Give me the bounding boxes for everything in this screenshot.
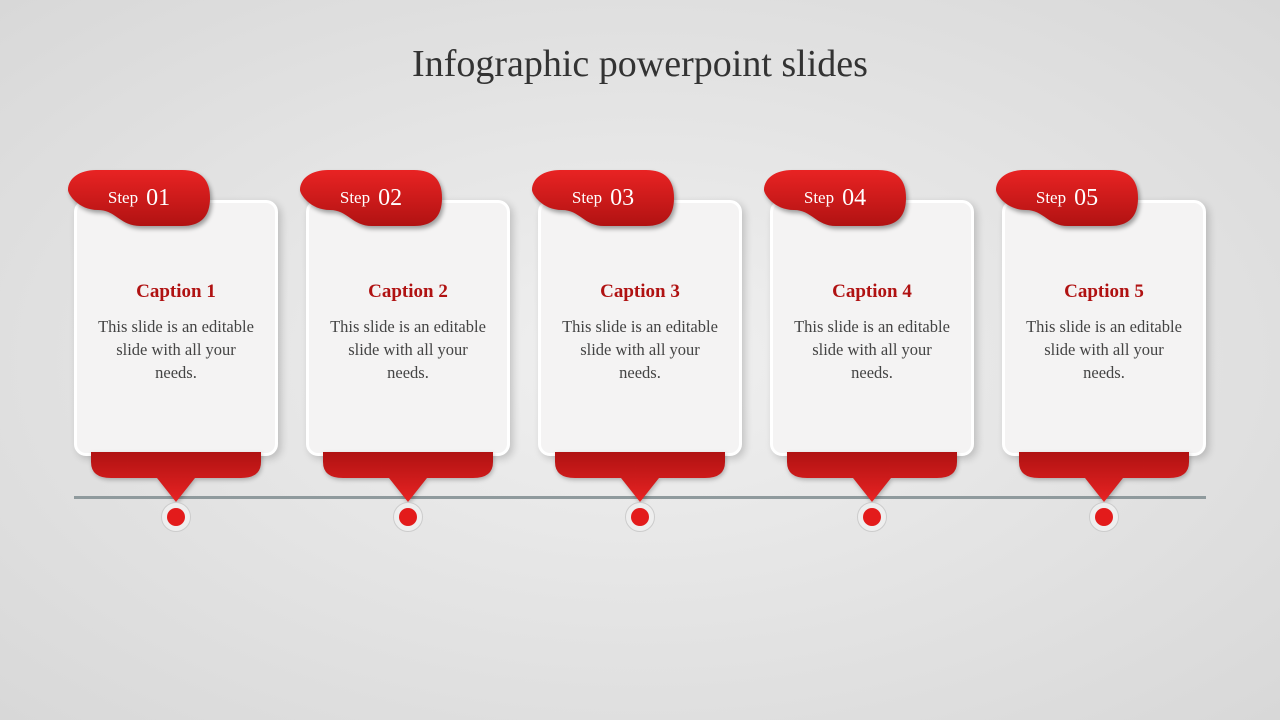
step-card-5: Step 05 Caption 5 This slide is an edita… [1002, 170, 1206, 456]
step-tab-label: Step 02 [300, 170, 442, 226]
step-card-body: Caption 3 This slide is an editable slid… [538, 200, 742, 456]
timeline-dot-inner [399, 508, 417, 526]
timeline-dot [625, 502, 655, 532]
step-card-body: Caption 1 This slide is an editable slid… [74, 200, 278, 456]
step-card-body: Caption 4 This slide is an editable slid… [770, 200, 974, 456]
timeline-dot [161, 502, 191, 532]
step-card-body: Caption 2 This slide is an editable slid… [306, 200, 510, 456]
step-card-2: Step 02 Caption 2 This slide is an edita… [306, 170, 510, 456]
timeline-dot-inner [631, 508, 649, 526]
step-number: 05 [1074, 185, 1098, 212]
timeline-dot-inner [167, 508, 185, 526]
step-caption: Caption 1 [95, 281, 257, 303]
page-title: Infographic powerpoint slides [0, 0, 1280, 86]
step-tab-label: Step 04 [764, 170, 906, 226]
step-word: Step [1036, 188, 1066, 208]
step-caption: Caption 2 [327, 281, 489, 303]
steps-row: Step 01 Caption 1 This slide is an edita… [0, 170, 1280, 456]
step-body-text: This slide is an editable slide with all… [327, 315, 489, 384]
timeline-dot [857, 502, 887, 532]
step-number: 02 [378, 185, 402, 212]
step-number: 04 [842, 185, 866, 212]
step-body-text: This slide is an editable slide with all… [559, 315, 721, 384]
step-card-4: Step 04 Caption 4 This slide is an edita… [770, 170, 974, 456]
step-card-3: Step 03 Caption 3 This slide is an edita… [538, 170, 742, 456]
step-caption: Caption 4 [791, 281, 953, 303]
step-number: 01 [146, 185, 170, 212]
step-word: Step [340, 188, 370, 208]
step-word: Step [108, 188, 138, 208]
step-word: Step [572, 188, 602, 208]
step-caption: Caption 5 [1023, 281, 1185, 303]
step-body-text: This slide is an editable slide with all… [791, 315, 953, 384]
timeline-dot [393, 502, 423, 532]
timeline-dot-inner [1095, 508, 1113, 526]
step-card-body: Caption 5 This slide is an editable slid… [1002, 200, 1206, 456]
step-tab-label: Step 03 [532, 170, 674, 226]
step-card-1: Step 01 Caption 1 This slide is an edita… [74, 170, 278, 456]
step-word: Step [804, 188, 834, 208]
step-body-text: This slide is an editable slide with all… [1023, 315, 1185, 384]
step-tab-label: Step 01 [68, 170, 210, 226]
step-number: 03 [610, 185, 634, 212]
timeline-dot-inner [863, 508, 881, 526]
step-tab-label: Step 05 [996, 170, 1138, 226]
step-caption: Caption 3 [559, 281, 721, 303]
step-body-text: This slide is an editable slide with all… [95, 315, 257, 384]
timeline-dot [1089, 502, 1119, 532]
